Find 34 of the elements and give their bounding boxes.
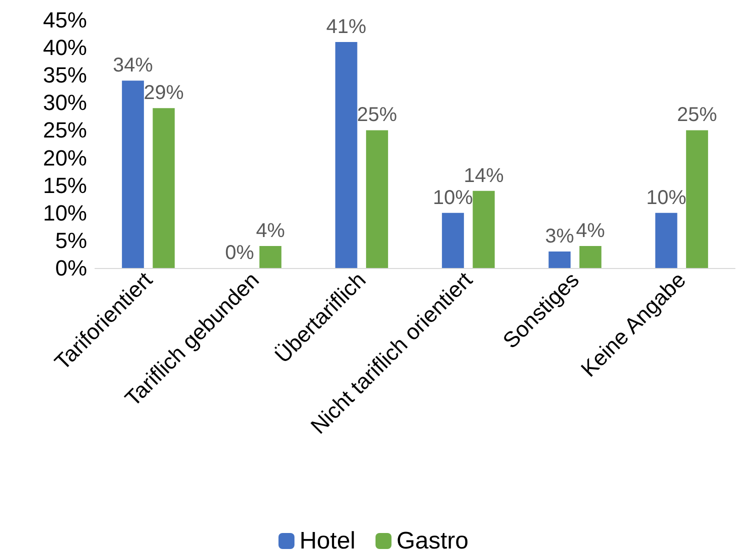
data-label: 4% xyxy=(256,220,286,242)
y-tick-label: 5% xyxy=(55,228,87,253)
y-tick-label: 15% xyxy=(42,172,87,198)
data-label: 10% xyxy=(646,186,686,209)
data-label: 25% xyxy=(677,104,718,126)
data-label: 10% xyxy=(432,186,474,209)
data-label: 41% xyxy=(326,16,366,38)
bar xyxy=(655,212,678,268)
bar xyxy=(259,246,282,268)
bar xyxy=(152,108,175,268)
bar xyxy=(366,130,388,268)
y-tick-label: 45% xyxy=(42,8,87,32)
bar xyxy=(122,80,144,268)
y-tick-label: 30% xyxy=(42,90,87,116)
data-label: 3% xyxy=(545,225,574,248)
bar xyxy=(548,251,571,268)
data-label: 0% xyxy=(225,242,254,264)
y-tick-label: 40% xyxy=(42,35,87,60)
y-tick-label: 10% xyxy=(42,200,87,226)
legend-label: Gastro xyxy=(396,528,469,554)
data-label: 4% xyxy=(576,220,606,242)
data-label: 14% xyxy=(464,164,504,187)
bar xyxy=(579,246,602,268)
bar xyxy=(686,130,708,268)
legend-label: Hotel xyxy=(299,528,356,554)
y-tick-label: 20% xyxy=(42,145,87,170)
data-label: 25% xyxy=(357,104,398,126)
bar xyxy=(442,212,464,268)
bar xyxy=(472,190,495,268)
data-label: 34% xyxy=(112,54,154,77)
bar xyxy=(335,42,358,268)
y-tick-label: 25% xyxy=(42,118,87,143)
data-label: 29% xyxy=(144,82,184,104)
y-tick-label: 35% xyxy=(42,62,87,88)
